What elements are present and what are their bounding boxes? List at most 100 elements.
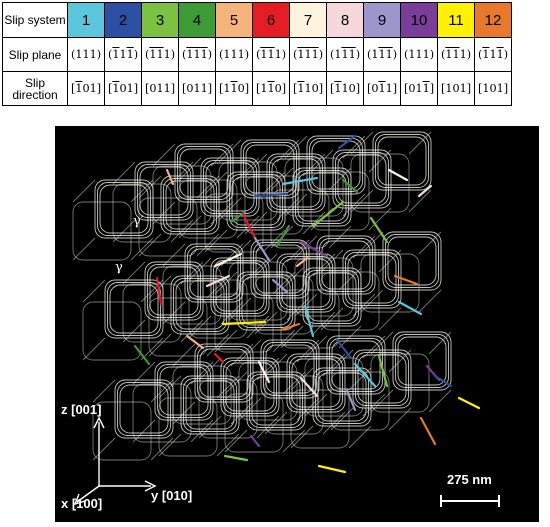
slip-system-5-cell: 5 <box>215 2 253 38</box>
dislocation-segment <box>213 352 225 364</box>
dislocation-segment <box>345 388 357 412</box>
dislocation-segment <box>303 304 315 338</box>
slip-system-6-cell: 6 <box>252 2 290 38</box>
dislocation-segment <box>249 434 261 448</box>
dislocation-segment <box>311 200 345 228</box>
dislocation-segment <box>133 344 151 366</box>
dislocation-segment <box>299 376 319 398</box>
axis-x-arrowhead <box>73 493 86 506</box>
slip-direction-9: [011] <box>363 71 401 106</box>
slip-plane-5: (111) <box>215 37 253 72</box>
scale-bar-label: 275 nm <box>447 472 492 487</box>
row-slip-direction: Slip direction [101] [101] [011] [011] [110]… <box>2 71 512 106</box>
dislocation-segment <box>213 252 243 268</box>
dislocation-segment <box>417 184 433 198</box>
gamma-prime-precipitate <box>214 271 296 353</box>
slip-plane-6: (111) <box>252 37 290 72</box>
dislocation-segment <box>369 216 389 244</box>
dislocation-segment <box>281 176 319 186</box>
header-slip-plane: Slip plane <box>2 37 68 72</box>
gamma-prime-precipitate <box>92 379 174 461</box>
slip-direction-4: [011] <box>178 71 216 106</box>
slip-system-4-cell: 4 <box>178 2 216 38</box>
row-slip-system: Slip system 1 2 3 4 5 6 7 8 9 10 11 12 <box>2 2 512 38</box>
slip-plane-4: (111) <box>178 37 216 72</box>
axis-y-label: y [010] <box>151 488 193 503</box>
slip-direction-10: [011] <box>400 71 438 106</box>
gamma-prime-precipitate <box>204 171 286 253</box>
dislocation-segment <box>317 464 347 474</box>
dislocation-segment <box>275 224 291 248</box>
gamma-prime-precipitate <box>122 261 204 343</box>
slip-system-8-cell: 8 <box>326 2 364 38</box>
slip-direction-11: [101] <box>437 71 475 106</box>
slip-system-11-cell: 11 <box>437 2 475 38</box>
dislocation-segment <box>295 256 309 268</box>
dislocation-segment <box>337 134 357 150</box>
slip-plane-10: (111) <box>400 37 438 72</box>
dislocation-segment <box>165 168 175 186</box>
dislocation-segment <box>257 360 271 384</box>
slip-plane-3: (111) <box>141 37 179 72</box>
dislocation-segment <box>205 274 231 288</box>
gamma-prime-label: γ′ <box>133 214 144 229</box>
slip-plane-7: (111) <box>289 37 327 72</box>
gamma-prime-precipitate <box>244 153 326 235</box>
slip-direction-7: [110] <box>289 71 327 106</box>
dislocation-segment <box>341 178 359 194</box>
slip-direction-5: [110] <box>215 71 253 106</box>
dislocation-segment <box>457 396 481 410</box>
dislocation-segment <box>433 374 453 388</box>
slip-system-7-cell: 7 <box>289 2 327 38</box>
gamma-prime-precipitate <box>360 231 442 313</box>
slip-system-1-cell: 1 <box>67 2 105 38</box>
slip-plane-11: (111) <box>437 37 475 72</box>
gamma-prime-precipitate <box>132 361 214 443</box>
slip-plane-1: (111) <box>67 37 105 72</box>
slip-direction-12: [101] <box>474 71 512 106</box>
gamma-prime-precipitate <box>138 175 220 257</box>
dislocation-segment <box>353 362 377 388</box>
dislocation-segment <box>155 276 163 306</box>
gamma-prime-precipitate <box>224 371 306 453</box>
cube-array-illustration <box>72 131 500 507</box>
precipitate-microstructure-figure: γ′ γ z [001] x [100] y [010] 275 nm <box>55 126 539 522</box>
slip-plane-9: (111) <box>363 37 401 72</box>
axis-x-label: x [100] <box>61 496 103 511</box>
gamma-prime-precipitate <box>330 349 412 431</box>
slip-plane-8: (111) <box>326 37 364 72</box>
slip-direction-8: [110] <box>326 71 364 106</box>
slip-table: Slip system 1 2 3 4 5 6 7 8 9 10 11 12 Slip plane (… <box>2 2 512 106</box>
slip-system-12-cell: 12 <box>474 2 512 38</box>
gamma-prime-precipitate <box>188 257 270 339</box>
gamma-prime-precipitate <box>148 275 230 357</box>
slip-direction-6: [110] <box>252 71 290 106</box>
slip-system-10-cell: 10 <box>400 2 438 38</box>
slip-system-3-cell: 3 <box>141 2 179 38</box>
slip-system-9-cell: 9 <box>363 2 401 38</box>
gamma-prime-precipitate <box>198 357 280 439</box>
header-slip-system: Slip system <box>2 2 68 38</box>
slip-plane-12: (111) <box>474 37 512 72</box>
dislocation-segment <box>221 320 267 326</box>
dislocation-segment <box>299 240 329 258</box>
dislocation-segment <box>253 236 271 262</box>
dislocation-segment <box>419 416 437 446</box>
dislocation-segment <box>387 168 409 182</box>
gamma-prime-precipitate <box>72 179 154 261</box>
dislocation-segment <box>223 454 249 462</box>
slip-plane-2: (111) <box>104 37 142 72</box>
slip-direction-2: [101] <box>104 71 142 106</box>
axis-z-label: z [001] <box>61 402 102 417</box>
slip-direction-3: [011] <box>141 71 179 106</box>
dislocation-segment <box>377 354 389 388</box>
dislocation-segment <box>335 338 353 360</box>
slip-system-2-cell: 2 <box>104 2 142 38</box>
slip-direction-1: [101] <box>67 71 105 106</box>
axis-z-arrowhead <box>93 416 105 429</box>
dislocation-segment <box>253 192 289 198</box>
dislocation-segment <box>241 212 257 240</box>
dislocation-segment <box>185 334 205 350</box>
dislocation-segment <box>397 300 423 316</box>
slip-system-table: Slip system 1 2 3 4 5 6 7 8 9 10 11 12 Slip plane (… <box>2 2 512 106</box>
